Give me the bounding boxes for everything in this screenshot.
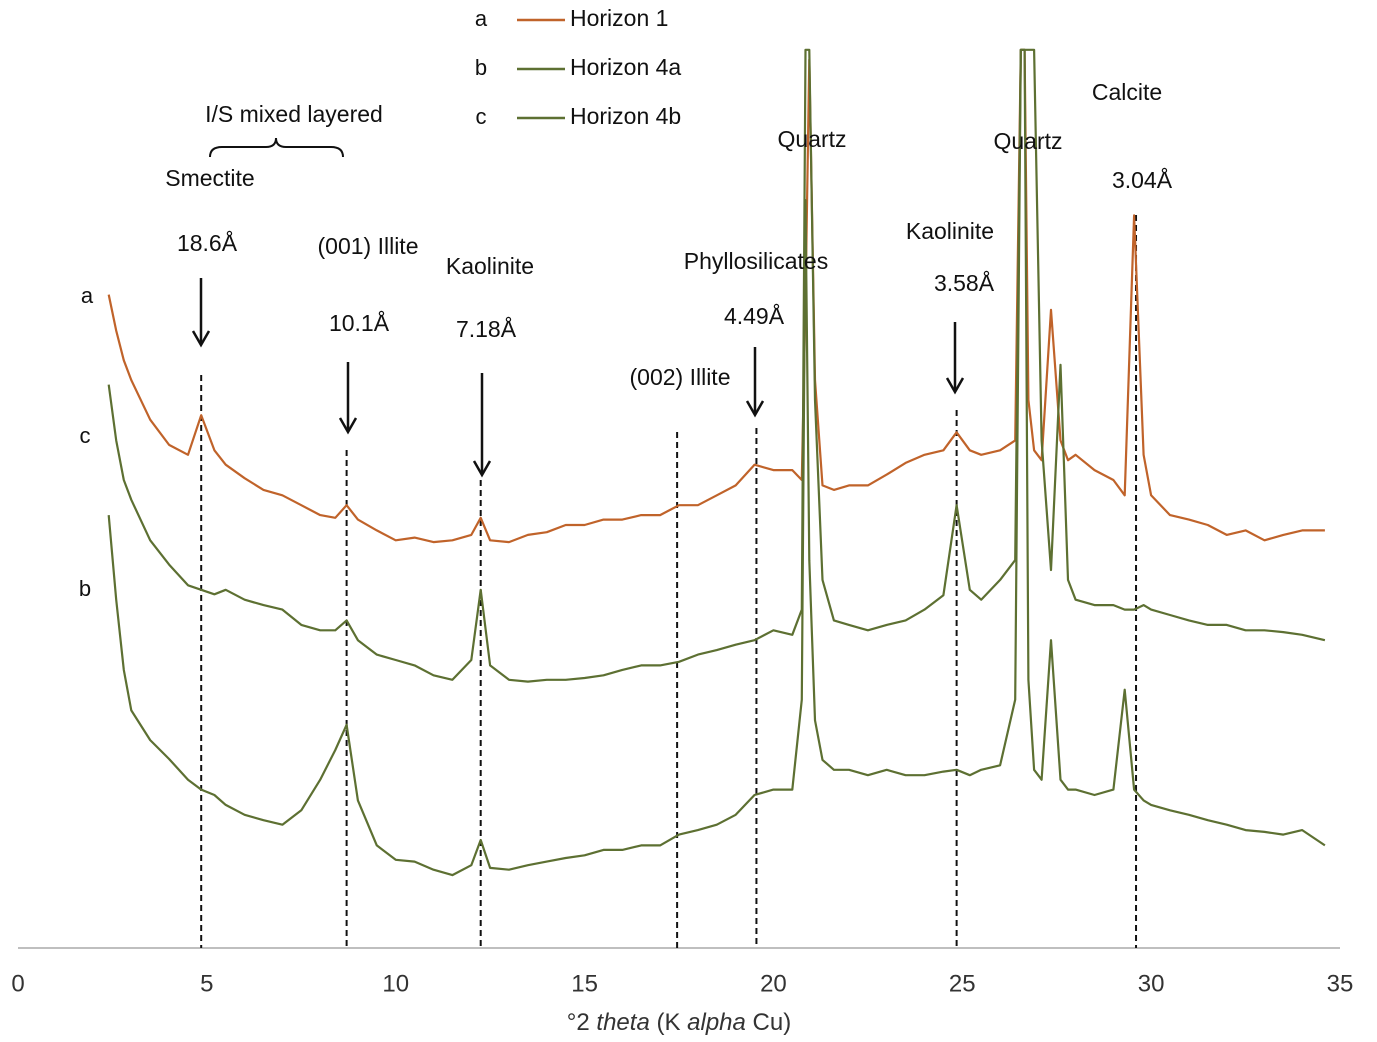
x-axis-title-part: theta (596, 1009, 649, 1036)
series-label: a (81, 283, 94, 308)
annotation: Kaolinite (446, 253, 534, 279)
annotation: Calcite (1092, 79, 1162, 105)
x-tick-label: 30 (1138, 970, 1165, 997)
annotation: Quartz (777, 126, 846, 152)
brace (209, 137, 344, 158)
x-axis-title-part: Cu) (746, 1009, 791, 1036)
legend-letter: c (476, 104, 487, 129)
annotation: 10.1Å (329, 309, 390, 336)
x-axis-title: °2 theta (K alpha Cu) (567, 1009, 791, 1036)
x-axis-title-part: alpha (687, 1009, 746, 1036)
x-tick-label: 10 (382, 970, 409, 997)
series-line (107, 48, 1326, 877)
legend-letter: b (475, 55, 487, 80)
x-tick-label: 25 (949, 970, 976, 997)
annotation: Kaolinite (906, 218, 994, 244)
annotation: 3.04Å (1112, 166, 1173, 193)
annotation: Smectite (165, 165, 254, 191)
series-line (107, 48, 1326, 683)
arrow-head (945, 377, 965, 395)
arrow-head (745, 400, 765, 418)
legend-letter: a (475, 6, 488, 31)
arrow-head (472, 460, 492, 478)
legend-label: Horizon 1 (570, 5, 668, 31)
series-line (107, 48, 1325, 544)
annotation: 3.58Å (934, 269, 995, 296)
x-tick-label: 35 (1327, 970, 1354, 997)
annotation: 4.49Å (724, 302, 785, 329)
x-tick-label: 20 (760, 970, 787, 997)
series-label: b (79, 576, 91, 601)
annotation: I/S mixed layered (205, 101, 383, 127)
x-tick-label: 0 (11, 970, 24, 997)
x-tick-label: 15 (571, 970, 598, 997)
annotation: Quartz (993, 128, 1062, 154)
arrow-head (191, 330, 211, 348)
x-axis-title-part: (K (650, 1009, 687, 1036)
legend-label: Horizon 4b (570, 103, 681, 129)
annotation: 18.6Å (177, 229, 238, 256)
annotation: 7.18Å (456, 315, 517, 342)
x-tick-label: 5 (200, 970, 213, 997)
arrow-head (338, 417, 358, 435)
legend-label: Horizon 4a (570, 54, 681, 80)
annotation: Phyllosilicates (684, 248, 828, 274)
annotation: (001) Illite (318, 233, 419, 259)
x-axis-title-part: °2 (567, 1009, 597, 1036)
annotation: (002) Illite (630, 364, 731, 390)
series-label: c (80, 423, 91, 448)
